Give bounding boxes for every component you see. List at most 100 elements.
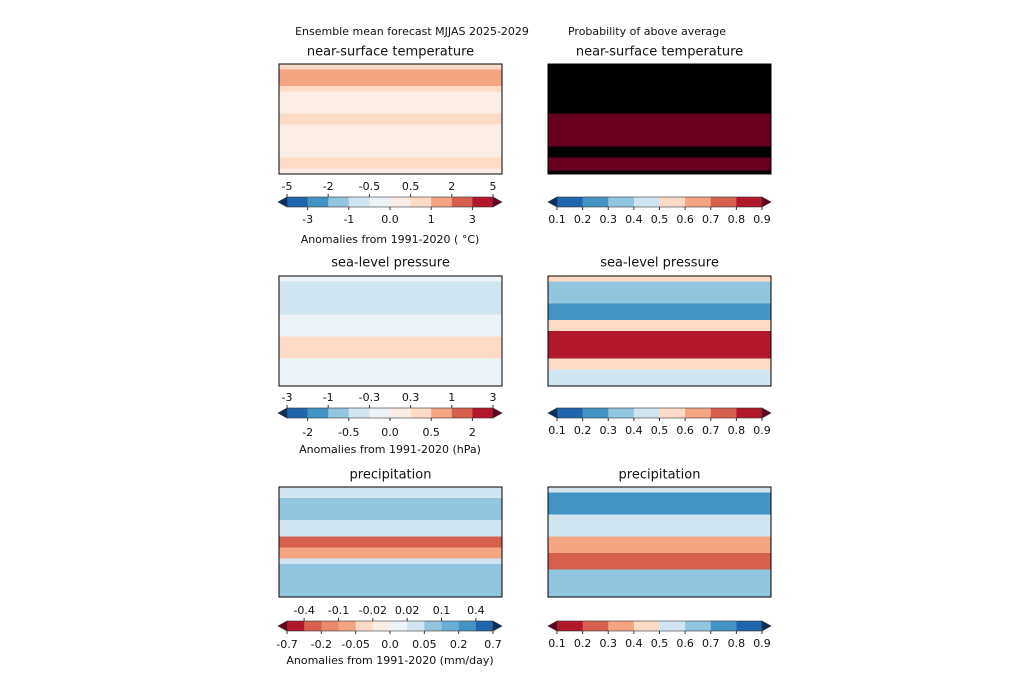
colorbar-segment <box>557 197 583 207</box>
lower-tick-label: -0.5 <box>338 426 359 439</box>
colorbar-segment <box>369 197 391 207</box>
colorbar-segment <box>659 197 686 207</box>
colorbar-segment <box>633 197 660 207</box>
probability-tick-label: 0.6 <box>676 424 694 437</box>
colorbar-segment <box>582 621 609 631</box>
colorbar-segment <box>355 621 374 631</box>
map <box>279 64 502 174</box>
map-band <box>548 113 771 147</box>
probability-tick-label: 0.1 <box>548 637 566 650</box>
probability-tick-label: 0.1 <box>548 424 566 437</box>
colorbar-segment <box>431 408 453 418</box>
upper-tick-label: 3 <box>490 391 497 404</box>
lower-tick-label: 0.7 <box>484 638 502 651</box>
probability-tick-label: 0.5 <box>651 424 669 437</box>
map-band <box>548 492 771 515</box>
map-band <box>279 69 502 86</box>
upper-tick-label: -5 <box>282 180 293 193</box>
probability-tick-label: 0.8 <box>728 637 746 650</box>
panel-title: sea-level pressure <box>331 256 450 271</box>
colorbar-segment <box>304 621 322 631</box>
colorbar-segment <box>736 408 763 418</box>
map-band <box>279 157 502 169</box>
colorbar-segment <box>338 621 356 631</box>
colorbar-segment <box>458 621 477 631</box>
probability-tick-label: 0.4 <box>625 424 643 437</box>
colorbar-segment <box>307 197 329 207</box>
colorbar-segment <box>608 408 635 418</box>
map-band <box>548 369 771 386</box>
map-band <box>279 336 502 359</box>
probability-tick-label: 0.9 <box>753 213 771 226</box>
colorbar-segment <box>441 621 459 631</box>
colorbar-segment <box>390 408 411 418</box>
colorbar-segment <box>348 197 370 207</box>
upper-tick-label: 0.1 <box>433 604 451 617</box>
colorbar-segment <box>633 408 660 418</box>
map-band <box>279 564 502 597</box>
map <box>279 487 502 597</box>
colorbar-segment <box>659 408 686 418</box>
colorbar-segment <box>431 197 453 207</box>
lower-tick-label: 0.2 <box>450 638 468 651</box>
colorbar-segment <box>451 197 473 207</box>
probability-tick-label: 0.2 <box>574 213 592 226</box>
map-band <box>279 547 502 559</box>
upper-tick-label: 1 <box>448 391 455 404</box>
map-band <box>548 157 771 171</box>
colorbar-segment <box>685 197 712 207</box>
upper-tick-label: -0.3 <box>359 391 380 404</box>
colorbar-segment <box>321 621 339 631</box>
colorbar-segment <box>390 197 411 207</box>
panel-title: near-surface temperature <box>576 45 743 60</box>
map-band <box>279 281 502 315</box>
colorbar-segment <box>287 621 305 631</box>
probability-tick-label: 0.8 <box>728 213 746 226</box>
colorbar-segment <box>307 408 329 418</box>
probability-tick-label: 0.3 <box>600 213 618 226</box>
colorbar-segment <box>557 621 583 631</box>
lower-tick-label: 0.0 <box>381 213 399 226</box>
upper-tick-label: 2 <box>448 180 455 193</box>
colorbar-segment <box>475 621 494 631</box>
probability-tick-label: 0.4 <box>625 637 643 650</box>
map-band <box>279 498 502 520</box>
colorbar-label: Anomalies from 1991-2020 (hPa) <box>299 443 481 456</box>
colorbar-segment <box>736 197 763 207</box>
panel-title: precipitation <box>350 468 432 483</box>
lower-tick-label: 2 <box>469 426 476 439</box>
upper-tick-label: 0.5 <box>402 180 420 193</box>
colorbar-segment <box>736 621 763 631</box>
colorbar-segment <box>659 621 686 631</box>
colorbar-segment <box>685 621 712 631</box>
lower-tick-label: -1 <box>343 213 354 226</box>
map-frame <box>278 63 503 175</box>
upper-tick-label: -1 <box>323 391 334 404</box>
colorbar-segment <box>287 197 308 207</box>
map-frame <box>547 486 772 598</box>
lower-tick-label: -3 <box>302 213 313 226</box>
probability-tick-label: 0.9 <box>753 637 771 650</box>
panel-title: sea-level pressure <box>600 256 719 271</box>
lower-tick-label: 0.0 <box>381 426 399 439</box>
colorbar-segment <box>710 197 737 207</box>
colorbar-segment <box>369 408 391 418</box>
probability-tick-label: 0.6 <box>676 637 694 650</box>
map-frame <box>547 275 772 387</box>
probability-tick-label: 0.5 <box>651 213 669 226</box>
upper-tick-label: 0.3 <box>402 391 420 404</box>
map-band <box>548 536 771 553</box>
colorbar-segment <box>633 621 660 631</box>
lower-tick-label: -0.2 <box>311 638 332 651</box>
panel-title: near-surface temperature <box>307 45 474 60</box>
colorbar-segment <box>582 408 609 418</box>
colorbar-segment <box>424 621 442 631</box>
map <box>548 276 771 386</box>
map-band <box>548 569 771 597</box>
probability-tick-label: 0.7 <box>702 424 720 437</box>
upper-tick-label: -3 <box>282 391 293 404</box>
colorbar-segment <box>582 197 609 207</box>
